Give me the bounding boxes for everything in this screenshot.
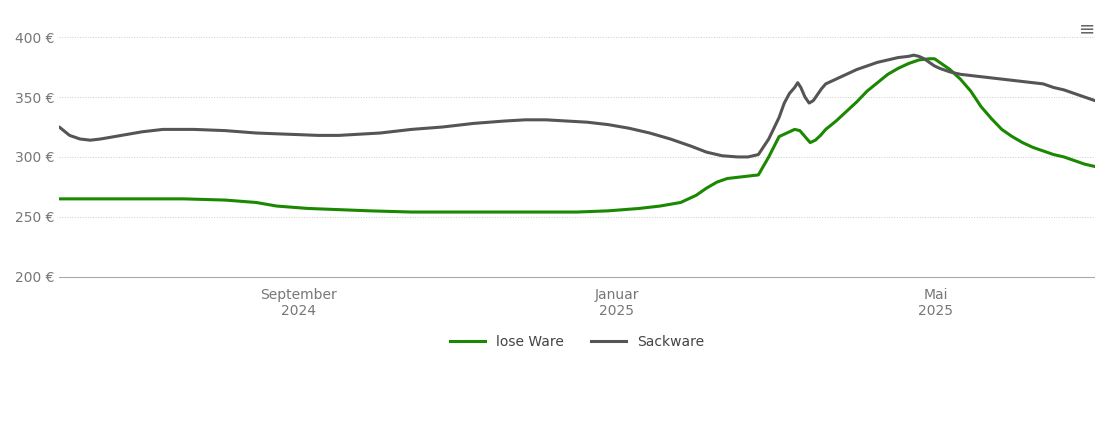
Text: ≡: ≡: [1079, 19, 1096, 38]
Legend: lose Ware, Sackware: lose Ware, Sackware: [444, 330, 710, 355]
